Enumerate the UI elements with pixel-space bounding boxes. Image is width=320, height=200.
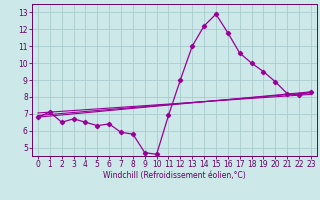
- X-axis label: Windchill (Refroidissement éolien,°C): Windchill (Refroidissement éolien,°C): [103, 171, 246, 180]
